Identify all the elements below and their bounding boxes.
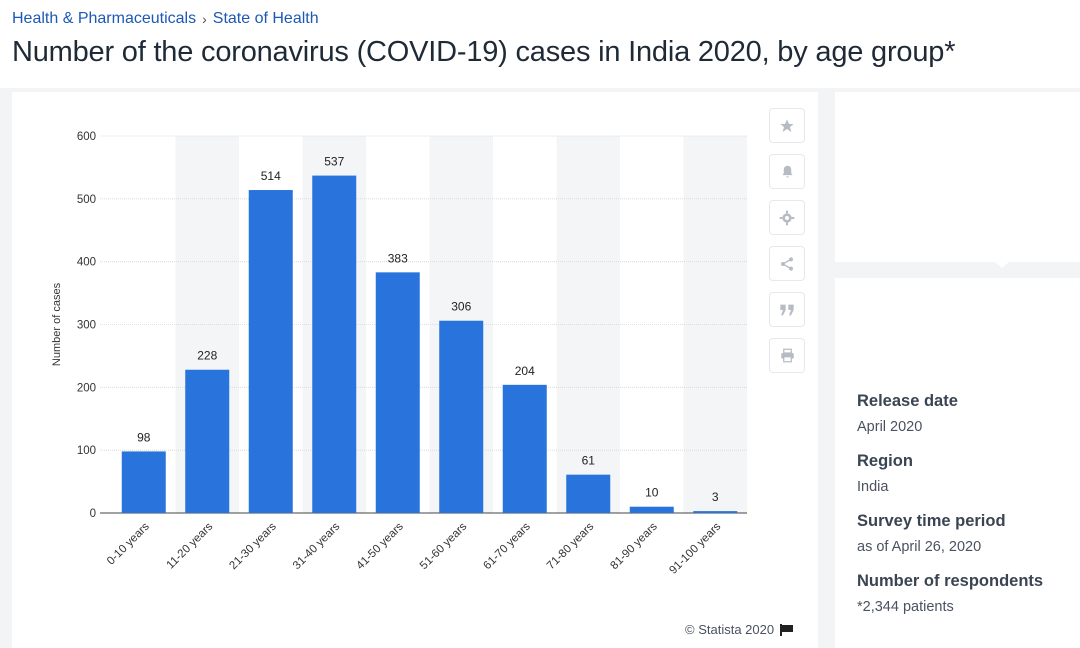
breadcrumb-current-link[interactable]: State of Health bbox=[212, 10, 319, 27]
bar bbox=[185, 369, 230, 513]
star-icon[interactable] bbox=[769, 108, 805, 143]
x-tick-label: 21-30 years bbox=[227, 520, 279, 572]
page-title: Number of the coronavirus (COVID-19) cas… bbox=[12, 36, 956, 68]
bar bbox=[502, 384, 547, 513]
bar bbox=[121, 451, 166, 513]
x-tick-label: 0-10 years bbox=[105, 520, 152, 567]
y-tick-label: 400 bbox=[77, 257, 96, 269]
header-area bbox=[0, 0, 1080, 88]
bar-value-label: 204 bbox=[515, 364, 535, 378]
bar bbox=[375, 272, 420, 513]
x-tick-label: 11-20 years bbox=[165, 520, 216, 571]
bar bbox=[439, 320, 484, 513]
x-tick-label: 31-40 years bbox=[291, 520, 343, 572]
statistic-details: Release date April 2020 Region India Sur… bbox=[857, 392, 1072, 632]
y-tick-label: 600 bbox=[77, 131, 96, 143]
respondents-value: *2,344 patients bbox=[857, 599, 954, 615]
bar bbox=[312, 175, 357, 513]
bar-value-label: 514 bbox=[261, 169, 281, 183]
panel-notch bbox=[993, 260, 1011, 268]
bar-value-label: 383 bbox=[388, 251, 408, 265]
share-icon[interactable] bbox=[769, 246, 805, 281]
y-tick-label: 200 bbox=[77, 382, 96, 394]
y-tick-label: 500 bbox=[77, 194, 96, 206]
respondents-label: Number of respondents bbox=[857, 572, 1044, 590]
region-value: India bbox=[857, 479, 889, 495]
side-panel-details bbox=[835, 278, 1080, 648]
y-tick-label: 100 bbox=[77, 445, 96, 457]
credit-text: © Statista 2020 bbox=[685, 622, 775, 637]
breadcrumb-separator: › bbox=[202, 11, 207, 27]
region-label: Region bbox=[857, 452, 913, 470]
survey-period-value: as of April 26, 2020 bbox=[857, 539, 982, 555]
quote-icon[interactable] bbox=[769, 292, 805, 327]
print-icon[interactable] bbox=[769, 338, 805, 373]
bar-value-label: 10 bbox=[645, 486, 659, 500]
release-date-label: Release date bbox=[857, 392, 958, 410]
side-panel-top bbox=[835, 92, 1080, 262]
bar-value-label: 537 bbox=[324, 155, 344, 169]
x-tick-label: 91-100 years bbox=[667, 520, 723, 576]
chart-card: 0 100 200 300 400 500 600 Number of cases 98 0-10… bbox=[12, 92, 818, 648]
breadcrumb: Health & Pharmaceuticals › State of Heal… bbox=[12, 10, 319, 28]
category-band bbox=[683, 136, 747, 513]
x-tick-label: 41-50 years bbox=[354, 520, 406, 572]
bar-value-label: 3 bbox=[712, 490, 719, 504]
x-tick-label: 71-80 years bbox=[545, 520, 597, 572]
bar-value-label: 306 bbox=[451, 300, 471, 314]
y-axis-title: Number of cases bbox=[51, 282, 63, 366]
bar bbox=[248, 190, 293, 513]
y-tick-label: 0 bbox=[90, 508, 96, 520]
bar-chart: 0 100 200 300 400 500 600 Number of cases 98 0-10… bbox=[51, 131, 747, 577]
flag-icon[interactable] bbox=[780, 623, 794, 636]
release-date-value: April 2020 bbox=[857, 419, 923, 435]
survey-period-label: Survey time period bbox=[857, 512, 1006, 530]
y-tick-label: 300 bbox=[77, 320, 96, 332]
statista-credit[interactable]: © Statista 2020 bbox=[685, 622, 794, 637]
bar-value-label: 98 bbox=[137, 430, 151, 444]
bell-icon[interactable] bbox=[769, 154, 805, 189]
x-tick-label: 51-60 years bbox=[418, 520, 470, 572]
chart-toolbar bbox=[769, 108, 805, 373]
breadcrumb-parent-link[interactable]: Health & Pharmaceuticals bbox=[12, 10, 197, 27]
bar-value-label: 61 bbox=[582, 454, 596, 468]
x-tick-label: 61-70 years bbox=[481, 520, 533, 572]
bar bbox=[693, 511, 738, 513]
gear-icon[interactable] bbox=[769, 200, 805, 235]
bar bbox=[566, 474, 611, 513]
x-tick-label: 81-90 years bbox=[608, 520, 660, 572]
bar bbox=[629, 506, 674, 513]
bar-value-label: 228 bbox=[197, 349, 217, 363]
